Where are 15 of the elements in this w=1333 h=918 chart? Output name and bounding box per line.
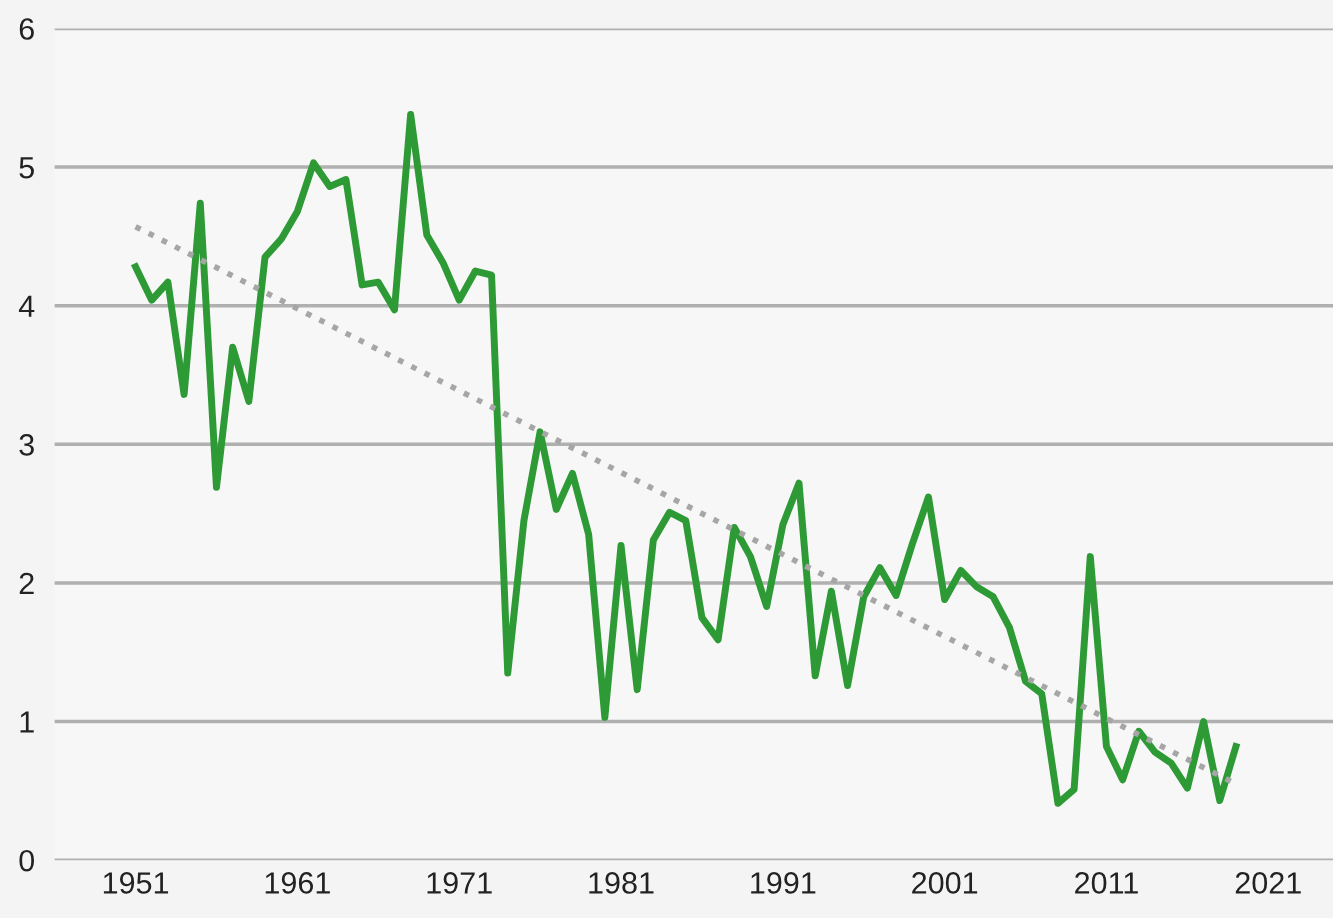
- x-tick-label: 1951: [103, 872, 169, 894]
- y-tick-label: 3: [19, 434, 34, 456]
- x-tick-label: 2011: [1075, 872, 1138, 894]
- x-tick-label: 1981: [589, 872, 654, 894]
- x-tick-label: 1971: [427, 872, 492, 894]
- y-tick-label: 0: [19, 849, 35, 872]
- y-tick-label: 2: [19, 572, 34, 594]
- x-tick-label: 2001: [912, 872, 978, 894]
- y-tick-label: 5: [19, 157, 34, 179]
- x-tick-label: 2021: [1235, 872, 1301, 894]
- y-tick-label: 6: [19, 18, 34, 40]
- y-tick-label: 1: [20, 711, 34, 733]
- x-tick-label: 1961: [265, 872, 330, 894]
- y-tick-label: 4: [18, 295, 35, 317]
- x-tick-label: 1991: [751, 872, 816, 894]
